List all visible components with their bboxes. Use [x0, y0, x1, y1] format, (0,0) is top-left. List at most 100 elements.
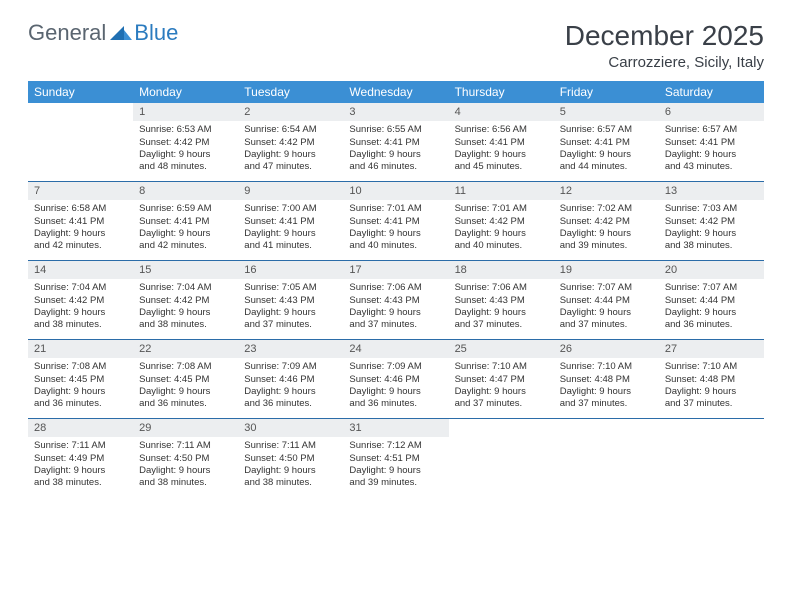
daylight-text-2: and 43 minutes.	[665, 161, 758, 173]
daylight-text-1: Daylight: 9 hours	[244, 465, 337, 477]
daylight-text-1: Daylight: 9 hours	[455, 149, 548, 161]
day-number: 3	[343, 103, 448, 121]
daylight-text-1: Daylight: 9 hours	[665, 307, 758, 319]
sunrise-text: Sunrise: 7:06 AM	[455, 282, 548, 294]
day-number: 13	[659, 182, 764, 200]
sunset-text: Sunset: 4:41 PM	[665, 137, 758, 149]
daylight-text-2: and 38 minutes.	[665, 240, 758, 252]
calendar-day-cell: 7Sunrise: 6:58 AMSunset: 4:41 PMDaylight…	[28, 182, 133, 261]
logo-text-general: General	[28, 20, 106, 46]
day-number: 16	[238, 261, 343, 279]
day-details: Sunrise: 6:57 AMSunset: 4:41 PMDaylight:…	[659, 121, 764, 177]
day-details: Sunrise: 6:54 AMSunset: 4:42 PMDaylight:…	[238, 121, 343, 177]
daylight-text-1: Daylight: 9 hours	[560, 386, 653, 398]
calendar-day-cell	[449, 419, 554, 498]
day-details: Sunrise: 6:57 AMSunset: 4:41 PMDaylight:…	[554, 121, 659, 177]
day-number: 29	[133, 419, 238, 437]
daylight-text-1: Daylight: 9 hours	[349, 386, 442, 398]
calendar-day-cell: 11Sunrise: 7:01 AMSunset: 4:42 PMDayligh…	[449, 182, 554, 261]
calendar-day-cell	[554, 419, 659, 498]
daylight-text-1: Daylight: 9 hours	[244, 386, 337, 398]
sunrise-text: Sunrise: 6:55 AM	[349, 124, 442, 136]
calendar-day-cell: 9Sunrise: 7:00 AMSunset: 4:41 PMDaylight…	[238, 182, 343, 261]
day-details: Sunrise: 7:06 AMSunset: 4:43 PMDaylight:…	[343, 279, 448, 335]
daylight-text-2: and 37 minutes.	[560, 398, 653, 410]
sunrise-text: Sunrise: 7:10 AM	[665, 361, 758, 373]
sunset-text: Sunset: 4:46 PM	[244, 374, 337, 386]
sunset-text: Sunset: 4:42 PM	[244, 137, 337, 149]
daylight-text-2: and 38 minutes.	[139, 477, 232, 489]
day-number: 22	[133, 340, 238, 358]
daylight-text-1: Daylight: 9 hours	[34, 465, 127, 477]
daylight-text-2: and 37 minutes.	[455, 319, 548, 331]
sunset-text: Sunset: 4:43 PM	[244, 295, 337, 307]
calendar-day-cell: 19Sunrise: 7:07 AMSunset: 4:44 PMDayligh…	[554, 261, 659, 340]
sunrise-text: Sunrise: 7:10 AM	[455, 361, 548, 373]
sunset-text: Sunset: 4:42 PM	[455, 216, 548, 228]
calendar-week-row: 7Sunrise: 6:58 AMSunset: 4:41 PMDaylight…	[28, 182, 764, 261]
sunrise-text: Sunrise: 6:53 AM	[139, 124, 232, 136]
daylight-text-2: and 38 minutes.	[34, 319, 127, 331]
daylight-text-2: and 36 minutes.	[244, 398, 337, 410]
sunrise-text: Sunrise: 7:00 AM	[244, 203, 337, 215]
sunset-text: Sunset: 4:41 PM	[244, 216, 337, 228]
day-details: Sunrise: 7:08 AMSunset: 4:45 PMDaylight:…	[133, 358, 238, 414]
daylight-text-2: and 40 minutes.	[455, 240, 548, 252]
sunset-text: Sunset: 4:41 PM	[349, 216, 442, 228]
sunset-text: Sunset: 4:42 PM	[560, 216, 653, 228]
day-number: 23	[238, 340, 343, 358]
daylight-text-2: and 45 minutes.	[455, 161, 548, 173]
calendar-day-cell: 15Sunrise: 7:04 AMSunset: 4:42 PMDayligh…	[133, 261, 238, 340]
day-details: Sunrise: 7:07 AMSunset: 4:44 PMDaylight:…	[554, 279, 659, 335]
calendar-day-cell: 25Sunrise: 7:10 AMSunset: 4:47 PMDayligh…	[449, 340, 554, 419]
sunrise-text: Sunrise: 7:07 AM	[665, 282, 758, 294]
daylight-text-1: Daylight: 9 hours	[560, 149, 653, 161]
daylight-text-1: Daylight: 9 hours	[349, 149, 442, 161]
daylight-text-2: and 37 minutes.	[665, 398, 758, 410]
daylight-text-2: and 47 minutes.	[244, 161, 337, 173]
calendar-day-cell: 20Sunrise: 7:07 AMSunset: 4:44 PMDayligh…	[659, 261, 764, 340]
day-details: Sunrise: 7:03 AMSunset: 4:42 PMDaylight:…	[659, 200, 764, 256]
calendar-header-row: SundayMondayTuesdayWednesdayThursdayFrid…	[28, 81, 764, 103]
daylight-text-1: Daylight: 9 hours	[139, 228, 232, 240]
day-details: Sunrise: 7:06 AMSunset: 4:43 PMDaylight:…	[449, 279, 554, 335]
day-details: Sunrise: 6:56 AMSunset: 4:41 PMDaylight:…	[449, 121, 554, 177]
sunset-text: Sunset: 4:42 PM	[665, 216, 758, 228]
daylight-text-1: Daylight: 9 hours	[139, 465, 232, 477]
sunrise-text: Sunrise: 7:04 AM	[34, 282, 127, 294]
daylight-text-2: and 36 minutes.	[665, 319, 758, 331]
day-number: 30	[238, 419, 343, 437]
day-details: Sunrise: 7:04 AMSunset: 4:42 PMDaylight:…	[133, 279, 238, 335]
calendar-week-row: 28Sunrise: 7:11 AMSunset: 4:49 PMDayligh…	[28, 419, 764, 498]
day-details: Sunrise: 7:01 AMSunset: 4:42 PMDaylight:…	[449, 200, 554, 256]
sunrise-text: Sunrise: 7:09 AM	[349, 361, 442, 373]
daylight-text-2: and 40 minutes.	[349, 240, 442, 252]
calendar-day-cell: 29Sunrise: 7:11 AMSunset: 4:50 PMDayligh…	[133, 419, 238, 498]
logo: General Blue	[28, 20, 178, 46]
daylight-text-2: and 37 minutes.	[455, 398, 548, 410]
day-details: Sunrise: 7:07 AMSunset: 4:44 PMDaylight:…	[659, 279, 764, 335]
daylight-text-1: Daylight: 9 hours	[349, 465, 442, 477]
daylight-text-1: Daylight: 9 hours	[244, 307, 337, 319]
sunset-text: Sunset: 4:44 PM	[665, 295, 758, 307]
weekday-header: Thursday	[449, 81, 554, 103]
sunset-text: Sunset: 4:41 PM	[560, 137, 653, 149]
calendar-day-cell: 4Sunrise: 6:56 AMSunset: 4:41 PMDaylight…	[449, 103, 554, 182]
daylight-text-2: and 36 minutes.	[139, 398, 232, 410]
weekday-header: Wednesday	[343, 81, 448, 103]
sunset-text: Sunset: 4:41 PM	[455, 137, 548, 149]
daylight-text-1: Daylight: 9 hours	[34, 307, 127, 319]
daylight-text-1: Daylight: 9 hours	[665, 228, 758, 240]
sunset-text: Sunset: 4:51 PM	[349, 453, 442, 465]
daylight-text-2: and 38 minutes.	[34, 477, 127, 489]
calendar-day-cell: 18Sunrise: 7:06 AMSunset: 4:43 PMDayligh…	[449, 261, 554, 340]
day-number: 21	[28, 340, 133, 358]
sunrise-text: Sunrise: 7:02 AM	[560, 203, 653, 215]
sunset-text: Sunset: 4:49 PM	[34, 453, 127, 465]
day-details: Sunrise: 7:04 AMSunset: 4:42 PMDaylight:…	[28, 279, 133, 335]
weekday-header: Friday	[554, 81, 659, 103]
calendar-day-cell: 5Sunrise: 6:57 AMSunset: 4:41 PMDaylight…	[554, 103, 659, 182]
sunset-text: Sunset: 4:45 PM	[34, 374, 127, 386]
sunrise-text: Sunrise: 6:58 AM	[34, 203, 127, 215]
daylight-text-2: and 44 minutes.	[560, 161, 653, 173]
